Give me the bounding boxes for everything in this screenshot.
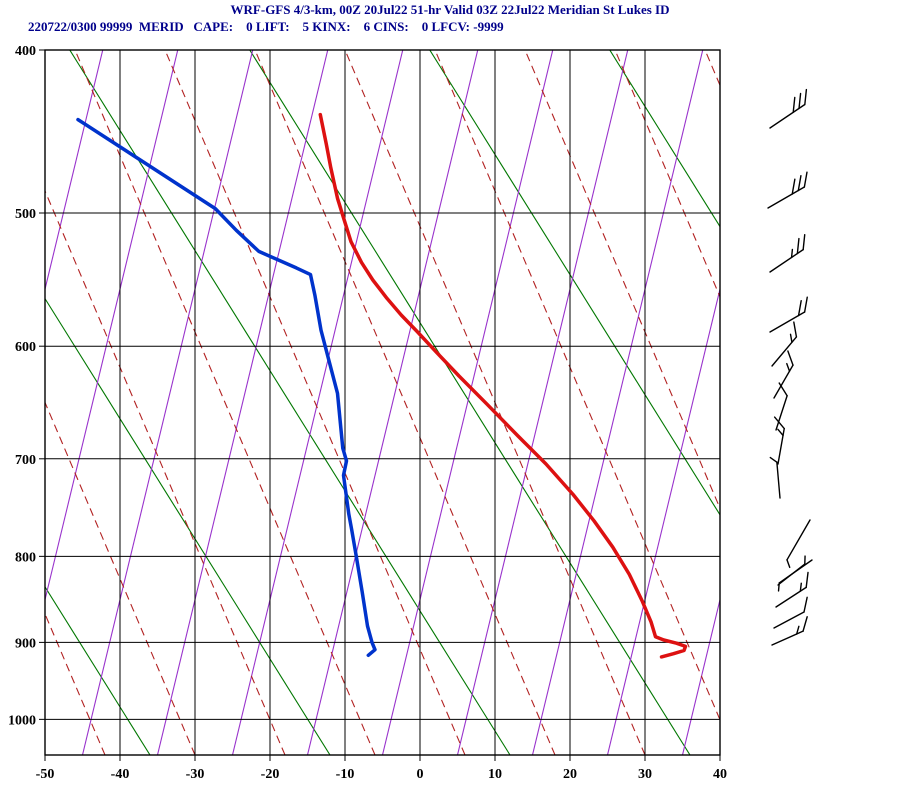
y-axis-tick-label: 800 xyxy=(15,550,36,565)
chart-title: WRF-GFS 4/3-km, 00Z 20Jul22 51-hr Valid … xyxy=(230,2,670,17)
x-axis-tick-label: 40 xyxy=(713,767,727,782)
chart-parameters-line: 220722/0300 99999 MERID CAPE: 0 LIFT: 5 … xyxy=(28,19,504,34)
x-axis-tick-label: -10 xyxy=(336,767,355,782)
x-axis-tick-label: -40 xyxy=(111,767,130,782)
wind-barb-icon xyxy=(773,350,794,399)
x-axis-tick-label: 30 xyxy=(638,767,652,782)
x-axis-tick-label: 10 xyxy=(488,767,502,782)
y-axis-tick-label: 400 xyxy=(15,44,36,59)
x-axis-tick-label: 20 xyxy=(563,767,577,782)
dry-adiabats xyxy=(45,50,720,755)
temperature-trace xyxy=(318,112,688,659)
y-axis-tick-label: 700 xyxy=(15,453,36,468)
wind-barb-icon xyxy=(773,416,785,465)
wind-barb-icon xyxy=(769,234,806,273)
wind-barb-icon xyxy=(771,616,808,646)
axes: -50 -40 -30 -20 -10 0 10 20 30 40 400 500 600 700 800 9… xyxy=(8,44,727,782)
x-axis-tick-label: 0 xyxy=(417,767,424,782)
wind-barb-icon xyxy=(773,596,808,629)
y-axis-tick-label: 500 xyxy=(15,207,36,222)
wind-barb-icon xyxy=(786,519,811,569)
wind-barb-icon xyxy=(775,382,788,431)
wind-barb-column xyxy=(767,88,813,646)
wind-barb-icon xyxy=(769,88,808,129)
wind-barb-icon xyxy=(775,571,809,608)
dewpoint-trace xyxy=(76,117,377,658)
wind-barb-icon xyxy=(771,321,798,367)
wind-barb-icon xyxy=(767,171,808,209)
wind-barb-icon xyxy=(769,456,781,499)
wind-barb-icon xyxy=(769,296,808,333)
y-axis-tick-label: 1000 xyxy=(8,713,36,728)
plot-border xyxy=(44,49,721,756)
x-axis-tick-label: -50 xyxy=(36,767,55,782)
mixing-ratio-lines xyxy=(45,50,720,755)
isotherm-isobar-grid xyxy=(44,49,721,756)
y-axis-tick-label: 900 xyxy=(15,636,36,651)
y-axis-tick-label: 600 xyxy=(15,340,36,355)
wind-barb-icon xyxy=(777,555,806,586)
x-axis-tick-label: -20 xyxy=(261,767,280,782)
x-axis-tick-label: -30 xyxy=(186,767,205,782)
